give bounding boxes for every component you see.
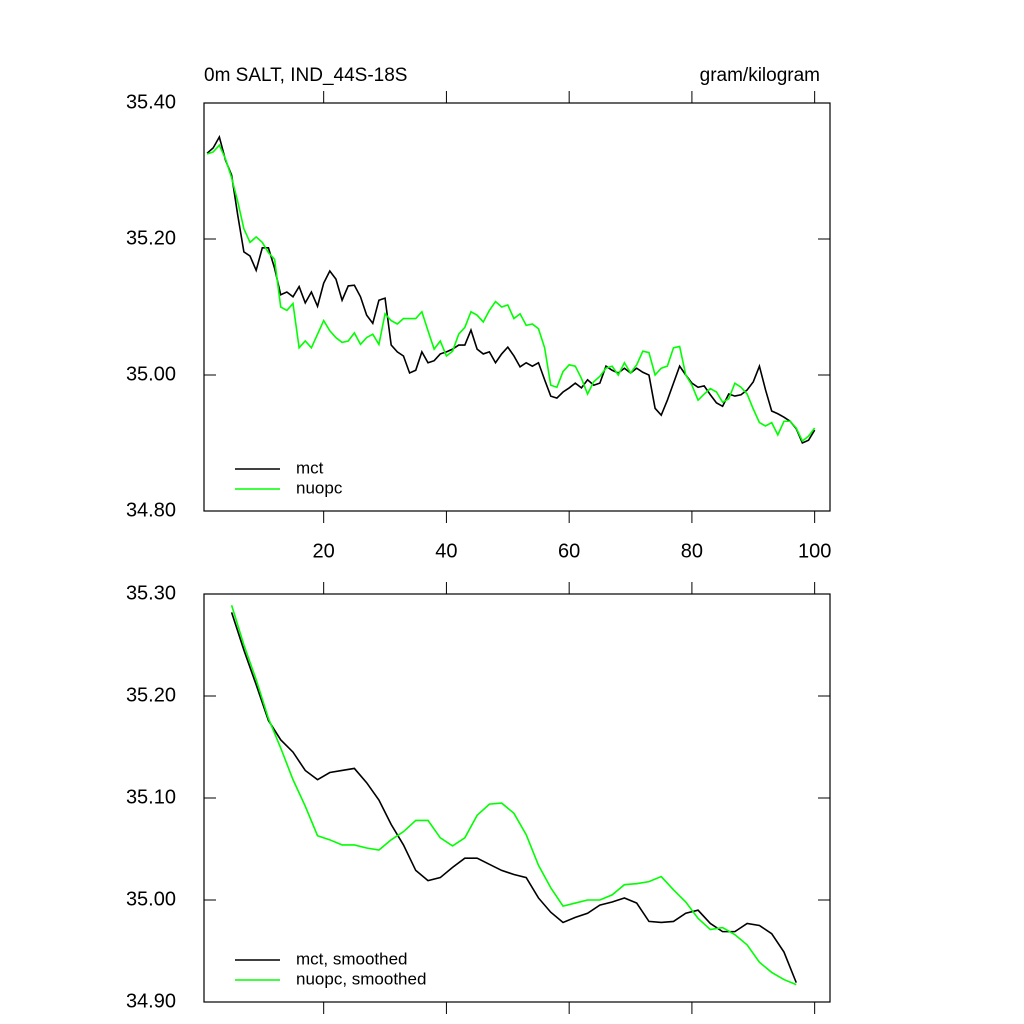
legend-label: mct	[296, 458, 324, 477]
x-tick-label: 20	[313, 540, 335, 562]
y-tick-label: 35.00	[126, 888, 176, 910]
y-tick-label: 34.80	[126, 499, 176, 521]
series-line	[206, 143, 816, 443]
y-tick-label: 35.40	[126, 91, 176, 113]
legend-label: nuopc, smoothed	[296, 969, 426, 988]
y-tick-label: 35.30	[126, 582, 176, 604]
x-tick-label: 40	[435, 540, 457, 562]
units-label: gram/kilogram	[700, 65, 820, 86]
legend-label: mct, smoothed	[296, 949, 408, 968]
y-tick-label: 35.10	[126, 786, 176, 808]
plot-frame	[203, 102, 831, 512]
plot-frame	[203, 593, 831, 1003]
series-line	[230, 604, 797, 986]
y-tick-label: 35.20	[126, 684, 176, 706]
y-tick-label: 35.20	[126, 227, 176, 249]
series-line	[206, 134, 816, 445]
series-line	[230, 612, 797, 983]
x-tick-label: 100	[798, 540, 831, 562]
y-tick-label: 34.90	[126, 990, 176, 1012]
x-tick-label: 80	[681, 540, 703, 562]
y-tick-label: 35.00	[126, 363, 176, 385]
chart-title: 0m SALT, IND_44S-18S	[204, 65, 407, 86]
legend-label: nuopc	[296, 478, 343, 497]
x-tick-label: 60	[558, 540, 580, 562]
